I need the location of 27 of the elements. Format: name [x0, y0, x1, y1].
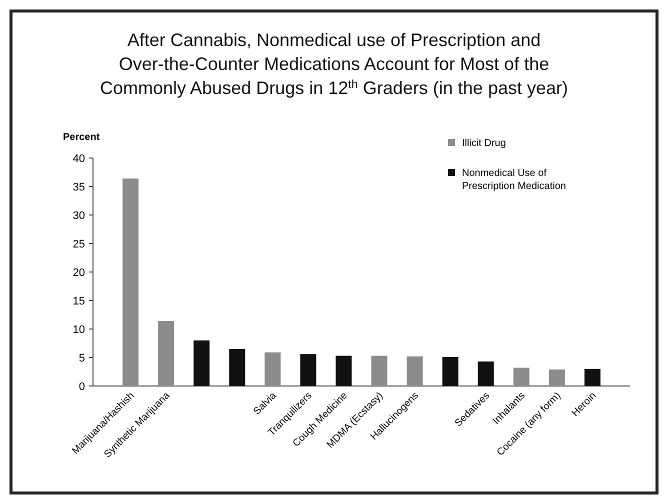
y-tick-label: 30: [72, 210, 85, 222]
y-tick-label: 35: [72, 181, 85, 194]
bar: [336, 356, 352, 386]
y-axis-title: Percent: [63, 132, 100, 143]
bar: [194, 340, 210, 386]
bar: [371, 356, 388, 386]
y-tick-label: 15: [72, 295, 85, 308]
bar: [513, 368, 530, 386]
chart-title: After Cannabis, Nonmedical use of Prescription and Over-the-Counter Medications Account for Most of the Commonly Abused Drugs in 12$^{th}$ Graders (in the past year): [100, 30, 568, 98]
bar: [584, 368, 600, 386]
bar: [158, 321, 174, 386]
legend-label: Illicit Drug: [462, 138, 506, 149]
y-tick-label: 40: [72, 152, 85, 165]
y-tick-label: 0: [78, 380, 85, 393]
y-tick-label: 10: [72, 324, 85, 336]
bar: [406, 356, 423, 386]
bar: [442, 356, 458, 386]
y-tick-label: 20: [72, 266, 85, 279]
legend-label: Nonmedical Use of Prescription Medication: [462, 168, 566, 192]
bar: [300, 354, 316, 386]
y-tick-label: 25: [72, 238, 85, 250]
bar: [229, 348, 246, 386]
bar: [478, 361, 494, 386]
y-tick-label: 5: [78, 352, 85, 364]
bar: [122, 178, 139, 386]
bar: [264, 352, 281, 386]
bar: [548, 369, 565, 386]
